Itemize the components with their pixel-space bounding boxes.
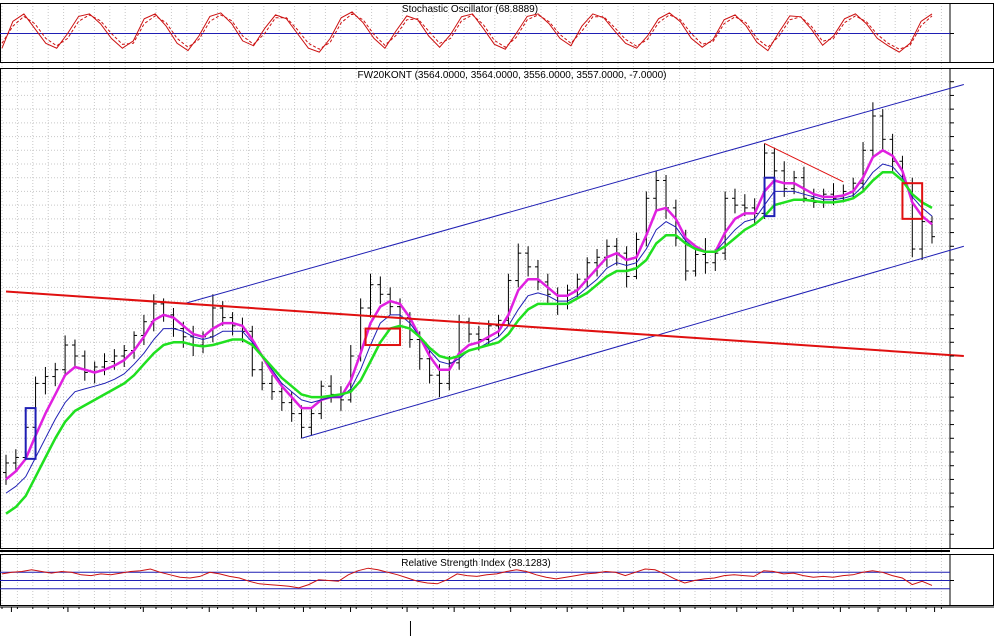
ohlc-bar — [259, 361, 266, 391]
ohlc-bar — [860, 142, 867, 192]
ohlc-bar — [337, 386, 344, 411]
ohlc-bar — [869, 102, 876, 158]
ohlc-bar — [101, 353, 108, 376]
ohlc-bar — [702, 238, 709, 274]
frames-layer — [0, 3, 994, 608]
annotation-box — [24, 407, 37, 460]
annotation-box — [763, 176, 776, 218]
ohlc-bar — [3, 454, 9, 485]
ohlc-bar — [121, 345, 128, 367]
ohlc-bar — [12, 449, 19, 472]
ohlc-bar — [377, 276, 384, 304]
ohlc-bar — [731, 188, 738, 214]
ohlc-bar — [525, 246, 532, 277]
ohlc-bar — [613, 238, 620, 266]
rsi-line-0 — [1, 567, 933, 589]
annotation-box — [364, 327, 402, 347]
ohlc-bar — [722, 191, 729, 260]
red-trendline — [5, 290, 964, 357]
annotation-box — [901, 182, 924, 220]
green-moving-average — [5, 170, 933, 515]
ohlc-bar — [771, 147, 778, 181]
ohlc-bar — [446, 356, 453, 391]
ohlc-bar — [692, 249, 699, 277]
ohlc-bar — [534, 260, 541, 291]
red-trendline — [764, 142, 844, 183]
axis-layer — [1, 33, 954, 636]
ohlc-bar — [929, 216, 935, 244]
ohlc-bar — [653, 170, 660, 212]
rsi-panel — [0, 567, 950, 590]
stochastic-panel — [0, 11, 950, 53]
ohlc-bar — [81, 350, 88, 381]
ohlc-bar — [42, 366, 49, 395]
ohlc-bar — [52, 362, 59, 387]
rsi-title: Relative Strength Index (38.1283) — [401, 558, 551, 569]
ohlc-bar — [879, 109, 886, 151]
ohlc-bar — [515, 243, 522, 288]
ohlc-bar — [564, 284, 571, 310]
ohlc-bar — [62, 335, 69, 377]
price-panel — [3, 83, 964, 515]
ohlc-bar — [810, 188, 817, 208]
ohlc-bar — [466, 317, 472, 343]
ohlc-bar — [298, 405, 305, 439]
channel-line — [183, 83, 964, 305]
ohlc-bar — [919, 212, 926, 260]
stochastic-line-1 — [1, 13, 933, 50]
magenta-moving-average — [5, 149, 933, 481]
grid-layer — [0, 3, 950, 605]
ohlc-bar — [71, 339, 78, 367]
stochastic-line-0 — [1, 11, 933, 53]
ohlc-bar — [889, 133, 896, 171]
price-title: FW20KONT (3564.0000, 3564.0000, 3556.000… — [358, 70, 667, 81]
ohlc-bar — [663, 174, 670, 219]
stochastic-title: Stochastic Oscillator (68.8889) — [402, 4, 538, 15]
ohlc-bar — [190, 325, 197, 356]
ohlc-bar — [308, 408, 315, 436]
price-frame — [0, 68, 994, 549]
ohlc-bar — [249, 325, 256, 377]
ohlc-bar — [367, 273, 374, 318]
ohlc-bar — [603, 239, 610, 267]
ohlc-bar — [800, 166, 807, 203]
ohlc-bar — [131, 331, 138, 359]
ohlc-bar — [268, 375, 275, 400]
ohlc-bar — [623, 246, 630, 288]
ohlc-bar — [495, 314, 502, 337]
ohlc-bar — [594, 249, 601, 277]
channel-line — [301, 245, 964, 439]
ohlc-bar — [347, 345, 354, 403]
